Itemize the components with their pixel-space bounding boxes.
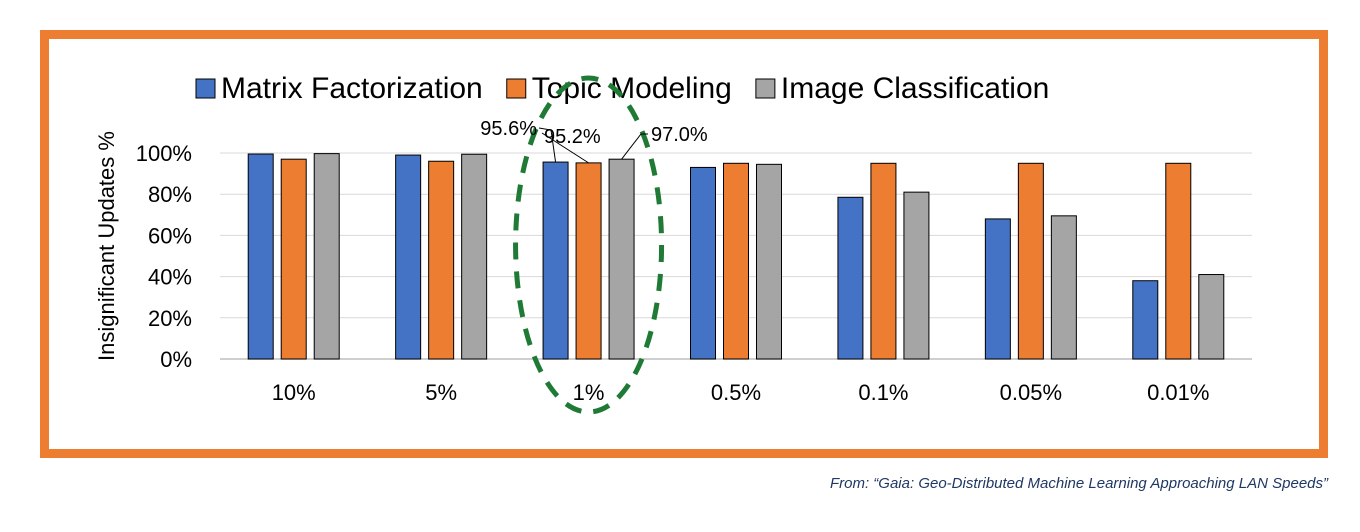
y-tick-label: 60% [148,223,192,248]
bar [870,162,897,360]
bar [690,166,716,360]
x-tick-label: 0.01% [1147,380,1209,405]
y-tick-label: 40% [148,265,192,290]
x-tick-label: 0.1% [858,380,908,405]
bar [313,153,340,360]
x-tick-label: 5% [425,380,457,405]
bar [903,191,930,360]
legend-label: Image Classification [781,72,1049,105]
bar [1050,215,1077,360]
data-label: 97.0% [651,124,708,146]
bar [247,153,274,360]
x-tick-label: 0.5% [711,380,761,405]
bar [723,162,749,360]
data-label: 95.2% [544,126,601,148]
bar [608,158,635,360]
bar [756,163,782,360]
bar [428,160,455,360]
data-label: 95.6% [480,118,537,140]
bar [1132,280,1159,360]
bar [1198,274,1225,360]
y-tick-label: 80% [148,182,192,207]
data-label-leader [541,132,589,164]
bar [542,161,569,360]
x-tick-label: 1% [573,380,605,405]
bar [1165,162,1192,360]
legend-swatch [506,78,527,99]
y-axis-label: Insignificant Updates % [94,131,119,361]
y-tick-label: 20% [148,306,192,331]
bar [984,218,1011,360]
bar [461,153,488,360]
bar [280,158,307,360]
legend-swatch [755,78,776,99]
source-note: From: “Gaia: Geo-Distributed Machine Lea… [829,475,1328,492]
data-label-leader [538,127,557,163]
x-tick-label: 10% [272,380,316,405]
legend-swatch [195,78,216,99]
x-tick-label: 0.05% [1000,380,1062,405]
bar [395,154,422,360]
data-label-leader [621,133,648,160]
bar [1017,162,1044,360]
bar [575,162,602,360]
highlight-ellipse [513,75,665,415]
bar [837,196,864,360]
legend-label: Matrix Factorization [221,72,483,105]
y-tick-label: 100% [136,141,192,166]
y-tick-label: 0% [160,347,192,372]
